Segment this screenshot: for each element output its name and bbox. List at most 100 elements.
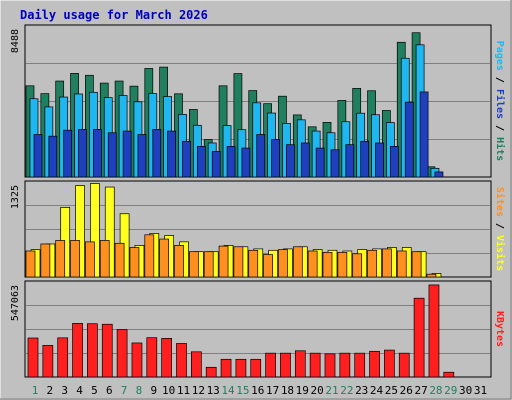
bar-pages-day-25	[390, 146, 399, 178]
x-label-day-7: 7	[121, 384, 128, 397]
bar-pages-day-21	[330, 149, 340, 178]
x-label-day-1: 1	[32, 384, 39, 397]
bar-kbytes-day-21	[324, 353, 336, 378]
legend-entry-visits-2: Visits	[494, 235, 506, 271]
bar-pages-day-23	[360, 140, 370, 178]
panel-visits: 1325 Sites / Visits	[10, 180, 506, 278]
bar-pages-day-1	[33, 134, 43, 178]
legend-entry-hits-0: Pages	[494, 41, 505, 71]
bar-pages-day-18	[286, 144, 295, 178]
bar-sites-day-15	[233, 246, 244, 278]
x-label-day-24: 24	[370, 384, 384, 397]
bar-sites-day-19	[292, 246, 303, 278]
bar-sites-day-18	[278, 249, 288, 278]
bar-kbytes-day-20	[309, 352, 321, 378]
max-label-visits: 1325	[10, 185, 21, 209]
bar-sites-day-23	[352, 253, 363, 278]
panel-kbytes: 547063 KBytes	[10, 280, 505, 378]
bar-sites-day-1	[25, 250, 36, 278]
bar-pages-day-20	[315, 147, 325, 178]
bar-pages-day-7	[122, 130, 132, 178]
bar-kbytes-day-11	[176, 343, 187, 378]
bar-pages-day-3	[63, 129, 73, 178]
legend-entry-hits-1: /	[494, 71, 505, 89]
x-label-day-10: 10	[162, 384, 175, 397]
bar-pages-day-11	[182, 140, 191, 178]
max-label-kbytes: 547063	[10, 285, 21, 321]
bar-pages-day-15	[241, 147, 251, 178]
bar-kbytes-day-23	[354, 352, 366, 378]
bar-kbytes-day-27	[413, 297, 425, 378]
chart-panels: 8488 Pages / Files / Hits 1325 Sites / Visi…	[10, 24, 506, 378]
bar-pages-day-17	[271, 139, 280, 178]
legend-entry-kbytes-0: KBytes	[494, 311, 505, 347]
x-label-day-16: 16	[251, 384, 264, 397]
x-label-day-28: 28	[429, 384, 442, 397]
bar-pages-day-14	[226, 146, 236, 178]
bar-pages-day-5	[93, 129, 102, 178]
bar-kbytes-day-13	[205, 366, 217, 378]
x-axis-labels: 1 2 3 4 5 6 7 8 9 10 11 12 13 14 15 16 17 18 19 20 21 22 23 24 2…	[32, 384, 487, 397]
legend-entry-hits-3: /	[494, 119, 505, 137]
bar-pages-day-6	[107, 132, 117, 178]
x-label-day-31: 31	[474, 384, 487, 397]
bar-kbytes-day-4	[72, 323, 83, 378]
bar-kbytes-day-6	[101, 323, 113, 378]
x-label-day-30: 30	[459, 384, 472, 397]
legend-entry-hits-2: Files	[494, 89, 506, 119]
x-label-day-17: 17	[266, 384, 279, 397]
x-label-day-2: 2	[47, 384, 54, 397]
max-label-hits: 8488	[10, 29, 21, 53]
bar-kbytes-day-12	[191, 351, 202, 378]
bar-visits-day-6	[104, 186, 115, 278]
bar-kbytes-day-26	[398, 352, 410, 378]
x-label-day-6: 6	[106, 384, 113, 397]
bar-kbytes-day-2	[42, 344, 54, 378]
bar-pages-day-4	[78, 129, 87, 178]
x-label-day-12: 12	[192, 384, 205, 397]
bar-kbytes-day-14	[220, 358, 232, 378]
x-label-day-22: 22	[340, 384, 353, 397]
x-label-day-19: 19	[296, 384, 309, 397]
bar-pages-day-24	[375, 142, 384, 178]
x-label-day-3: 3	[61, 384, 68, 397]
bar-kbytes-day-24	[369, 350, 380, 378]
bar-pages-day-8	[137, 134, 147, 178]
bar-sites-day-9	[144, 234, 155, 278]
legend-kbytes: KBytes	[494, 311, 505, 347]
bar-kbytes-day-25	[384, 349, 395, 378]
bar-sites-day-2	[40, 243, 51, 278]
x-label-day-4: 4	[76, 384, 83, 397]
bar-sites-day-27	[411, 251, 422, 278]
bar-sites-day-4	[70, 240, 80, 278]
x-label-day-5: 5	[91, 384, 98, 397]
x-label-day-8: 8	[136, 384, 143, 397]
bar-sites-day-16	[248, 249, 259, 278]
x-label-day-21: 21	[325, 384, 338, 397]
bar-sites-day-22	[337, 252, 348, 278]
bar-kbytes-day-8	[131, 342, 143, 378]
bar-kbytes-day-22	[339, 352, 351, 378]
bar-pages-day-22	[345, 144, 355, 178]
bar-kbytes-day-10	[161, 338, 172, 378]
bar-kbytes-day-29	[443, 371, 455, 378]
bar-sites-day-7	[114, 242, 125, 278]
bar-pages-day-28	[434, 171, 444, 178]
bar-sites-day-25	[382, 248, 392, 278]
bar-kbytes-day-28	[428, 284, 440, 378]
bar-kbytes-day-19	[294, 350, 306, 378]
bar-sites-day-6	[99, 240, 110, 278]
bar-pages-day-9	[152, 129, 162, 178]
bar-sites-day-10	[159, 238, 169, 278]
bar-kbytes-day-1	[27, 337, 39, 378]
x-label-day-20: 20	[311, 384, 324, 397]
bar-sites-day-26	[396, 250, 407, 278]
bar-kbytes-day-5	[87, 323, 98, 378]
x-label-day-29: 29	[444, 384, 457, 397]
bar-pages-day-26	[404, 101, 414, 178]
panel-hits: 8488 Pages / Files / Hits	[10, 24, 506, 178]
bar-pages-day-12	[197, 146, 206, 178]
bar-kbytes-day-16	[250, 358, 262, 378]
